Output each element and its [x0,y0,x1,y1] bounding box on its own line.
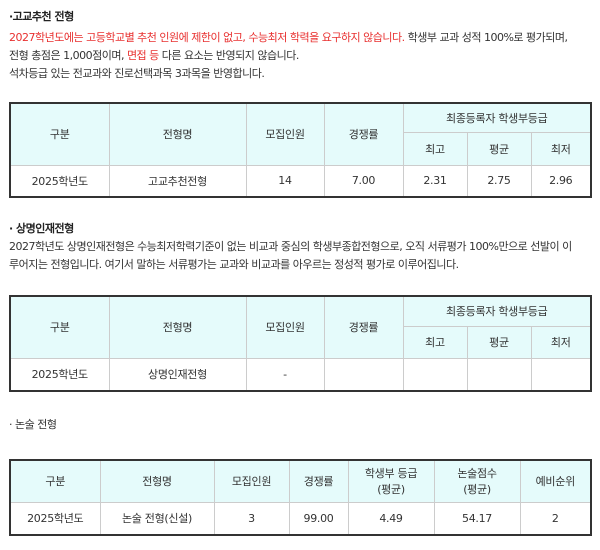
paragraph-line: 루어지는 전형입니다. 여기서 말하는 서류평가는 교과와 비교과를 아우르는 … [9,258,459,271]
cell: 고교추천전형 [108,164,247,198]
paragraph-line: 2027학년도에는 고등학교별 추천 인원에 제한이 없고, 수능최저 학력을 … [9,29,592,47]
header-cell: 구분 [9,459,101,503]
header-cell: 전형명 [108,102,247,166]
section-essay: · 논술 전형 [9,416,592,434]
highlight-text: 2027학년도에는 고등학교별 추천 인원에 제한이 없고, 수능최저 학력을 … [9,31,405,44]
header-cell: 모집인원 [245,102,325,166]
header-cell: 경쟁률 [323,102,404,166]
cell: 54.17 [433,501,521,536]
header-cell: 전형명 [99,459,215,503]
header-cell: 평균 [466,131,532,166]
cell: 99.00 [288,501,349,536]
cell: 14 [245,164,325,198]
table-row: 2025학년도 논술 전형(신설) 3 99.00 4.49 54.17 2 [9,501,592,536]
header-cell: 최저 [530,325,592,359]
section-sangmyung-talent: · 상명인재전형 2027학년도 상명인재전형은 수능최저학력기준이 없는 비교… [9,220,592,274]
cell: 2.96 [530,164,592,198]
highlight-text: 면접 등 [126,49,159,62]
section-school-recommendation: ·고교추천 전형 2027학년도에는 고등학교별 추천 인원에 제한이 없고, … [9,8,592,83]
cell [530,357,592,392]
header-cell: 구분 [9,295,110,359]
header-cell: 최고 [402,325,468,359]
paragraph-line: 석차등급 있는 전교과와 진로선택과목 3과목을 반영합니다. [9,67,265,80]
text: 전형 총점은 1,000점이며, [9,49,127,62]
header-cell: 최고 [402,131,468,166]
cell: 4.49 [347,501,435,536]
cell: 상명인재전형 [108,357,247,392]
table-row: 2025학년도 상명인재전형 - [9,357,592,392]
cell: 2025학년도 [9,164,110,198]
cell: 2025학년도 [9,357,110,392]
header-cell: 모집인원 [213,459,290,503]
header-cell: 최저 [530,131,592,166]
cell: 논술 전형(신설) [99,501,215,536]
header-cell: 전형명 [108,295,247,359]
header-cell: 최종등록자 학생부등급 [402,295,592,327]
school-recommendation-table: 구분 전형명 모집인원 경쟁률 최종등록자 학생부등급 최고 평균 최저 2025학년도 고교… [9,102,592,198]
header-cell: 평균 [466,325,532,359]
header-cell: 논술점수 (평균) [433,459,521,503]
cell [402,357,468,392]
essay-table: 구분 전형명 모집인원 경쟁률 학생부 등급 (평균) 논술점수 (평균) 예비순위 202… [9,459,592,536]
cell [323,357,404,392]
header-cell: 모집인원 [245,295,325,359]
cell: 2.31 [402,164,468,198]
cell: - [245,357,325,392]
section-title-essay: · 논술 전형 [9,418,57,431]
paragraph-line: 전형 총점은 1,000점이며, 면접 등 다른 요소는 반영되지 않습니다. [9,47,592,65]
section-title-sangmyung-talent: · 상명인재전형 [9,222,74,235]
header-cell: 구분 [9,102,110,166]
paragraph-line: 2027학년도 상명인재전형은 수능최저학력기준이 없는 비교과 중심의 학생부… [9,240,572,253]
cell [466,357,532,392]
cell: 2025학년도 [9,501,101,536]
header-cell: 경쟁률 [323,295,404,359]
header-cell: 학생부 등급 (평균) [347,459,435,503]
header-cell: 최종등록자 학생부등급 [402,102,592,133]
header-cell: 경쟁률 [288,459,349,503]
text: 다른 요소는 반영되지 않습니다. [158,49,300,62]
text: 학생부 교과 성적 100%로 평가되며, [404,31,568,44]
cell: 3 [213,501,290,536]
section-title-school-recommendation: ·고교추천 전형 [9,10,74,23]
table-row: 2025학년도 고교추천전형 14 7.00 2.31 2.75 2.96 [9,164,592,198]
cell: 7.00 [323,164,404,198]
cell: 2 [519,501,592,536]
cell: 2.75 [466,164,532,198]
header-cell: 예비순위 [519,459,592,503]
sangmyung-talent-table: 구분 전형명 모집인원 경쟁률 최종등록자 학생부등급 최고 평균 최저 2025학년도 상명… [9,295,592,392]
